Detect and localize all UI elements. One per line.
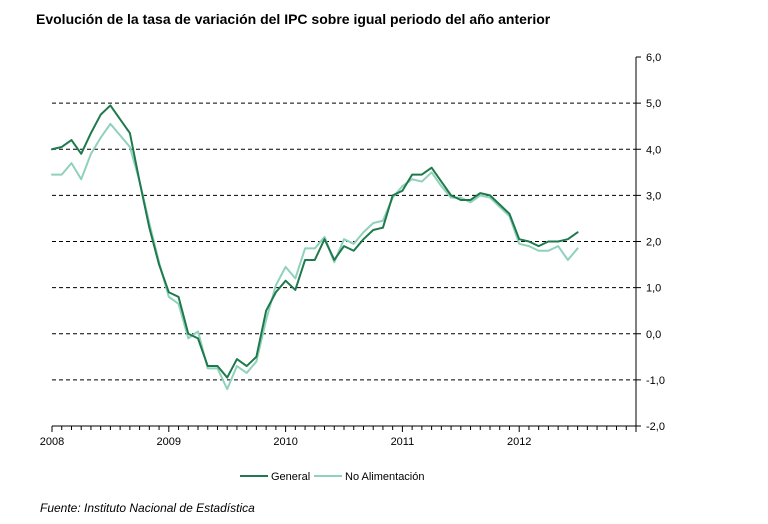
grid-lines [52, 102, 636, 381]
y-axis-tick-labels: 6,0 5,0 4,0 3,0 2,0 1,0 0,0 -1,0 -2,0 [646, 52, 665, 433]
x-axis-tick-labels: 2008 2009 2010 2011 2012 [40, 436, 532, 448]
legend-label: General [271, 471, 310, 483]
x-tick-label: 2011 [391, 436, 415, 448]
y-tick-label: 5,0 [646, 98, 661, 110]
series-line-no-alimentaci-n [51, 122, 579, 391]
chart-title: Evolución de la tasa de variación del IP… [36, 11, 551, 27]
axes [51, 56, 641, 432]
legend: General No Alimentación [240, 471, 425, 483]
x-tick-label: 2009 [157, 436, 181, 448]
y-tick-label: 2,0 [646, 237, 661, 249]
y-tick-label: 1,0 [646, 283, 661, 295]
y-tick-label: -2,0 [646, 421, 665, 433]
y-tick-label: 0,0 [646, 329, 661, 341]
y-tick-label: -1,0 [646, 375, 665, 387]
y-tick-label: 4,0 [646, 144, 661, 156]
y-tick-label: 6,0 [646, 52, 661, 64]
legend-label: No Alimentación [345, 471, 425, 483]
x-tick-label: 2010 [273, 436, 297, 448]
x-tick-label: 2008 [40, 436, 64, 448]
series-lines [51, 104, 579, 391]
x-tick-label: 2012 [507, 436, 531, 448]
y-tick-label: 3,0 [646, 190, 661, 202]
series-line-general [51, 104, 579, 379]
source-note: Fuente: Instituto Nacional de Estadístic… [40, 501, 255, 515]
